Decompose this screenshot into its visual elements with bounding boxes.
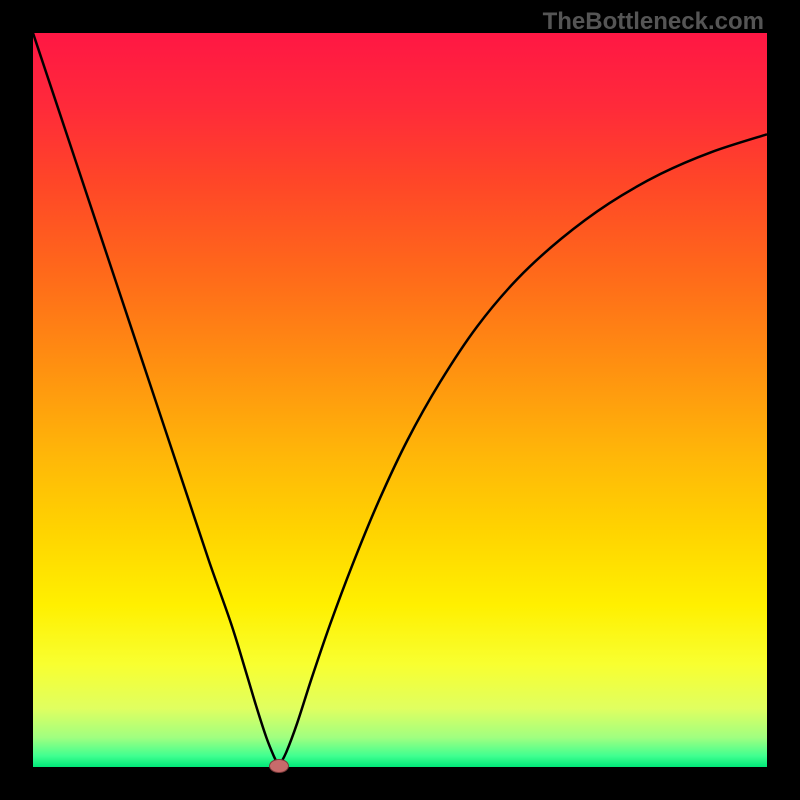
- minimum-marker: [269, 759, 289, 773]
- bottleneck-curve: [33, 33, 767, 767]
- chart-container: TheBottleneck.com: [0, 0, 800, 800]
- watermark-text: TheBottleneck.com: [543, 8, 764, 36]
- plot-area: [33, 33, 767, 767]
